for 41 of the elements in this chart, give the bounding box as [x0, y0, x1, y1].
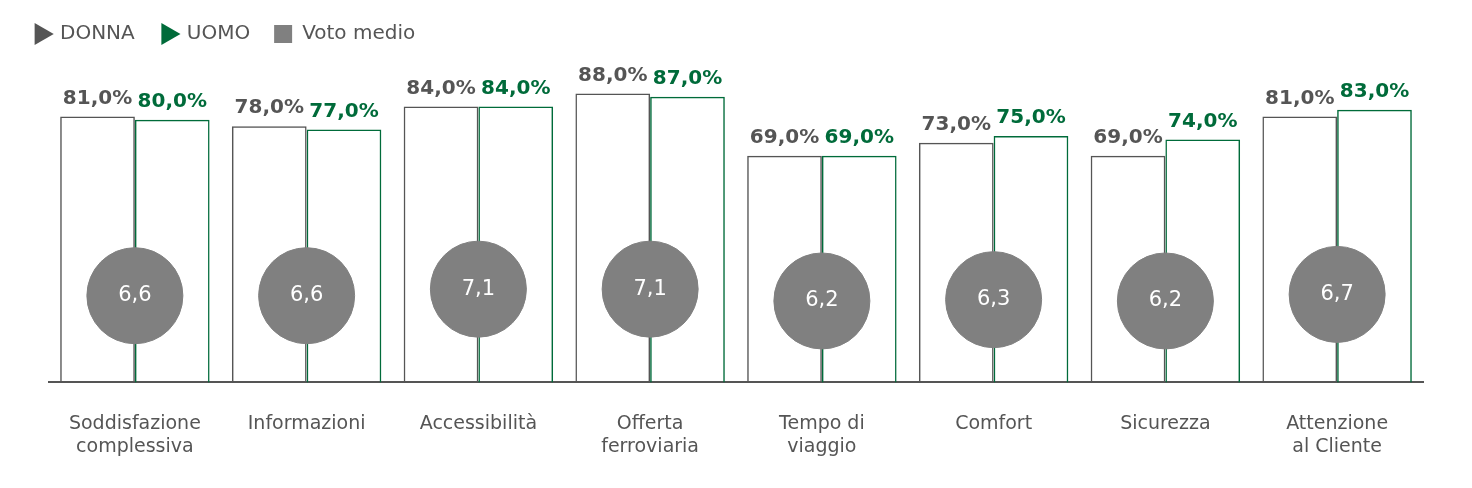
data-label: 6,2: [805, 287, 839, 312]
x-tick-label: Attenzione al Cliente: [1286, 410, 1389, 456]
data-label: 75,0%: [996, 104, 1066, 129]
legend-label: UOMO: [186, 20, 251, 45]
x-tick-label: Tempo di viaggio: [778, 410, 865, 456]
point: [945, 251, 1043, 349]
data-label: 7,1: [461, 275, 496, 300]
x-tick-label: Soddisfazione complessiva: [68, 410, 201, 456]
x-tick-label: Informazioni: [247, 410, 366, 433]
legend-label: Voto medio: [302, 20, 416, 45]
data-label: 87,0%: [652, 64, 723, 89]
data-label: 84,0%: [406, 74, 476, 99]
point: [86, 247, 184, 345]
data-label: 6,6: [118, 282, 152, 307]
data-label: 83,0%: [1339, 78, 1410, 103]
data-label: 78,0%: [234, 94, 304, 119]
data-label: 6,2: [1148, 287, 1183, 312]
data-label: 81,0%: [62, 84, 133, 109]
x-tick-label: Comfort: [955, 410, 1033, 433]
data-label: 81,0%: [1265, 84, 1335, 109]
x-tick-label: Offerta ferroviaria: [601, 410, 700, 456]
data-label: 69,0%: [824, 124, 894, 149]
data-label: 88,0%: [578, 61, 648, 86]
data-label: 6,3: [976, 286, 1011, 311]
x-tick-label: Accessibilità: [419, 410, 538, 433]
data-label: 6,7: [1320, 280, 1354, 305]
point: [773, 252, 871, 350]
point: [258, 247, 356, 345]
data-label: 74,0%: [1168, 107, 1238, 132]
data-label: 6,6: [289, 282, 324, 307]
point: [1288, 245, 1386, 343]
point: [429, 240, 527, 338]
data-label: 77,0%: [309, 97, 379, 122]
data-label: 69,0%: [1093, 124, 1163, 149]
legend-label: DONNA: [60, 20, 136, 45]
data-label: 80,0%: [137, 87, 207, 112]
point: [1116, 252, 1214, 350]
data-label: 73,0%: [921, 110, 991, 135]
data-label: 69,0%: [749, 124, 820, 149]
x-tick-label: Sicurezza: [1120, 410, 1211, 433]
data-label: 84,0%: [481, 74, 551, 99]
